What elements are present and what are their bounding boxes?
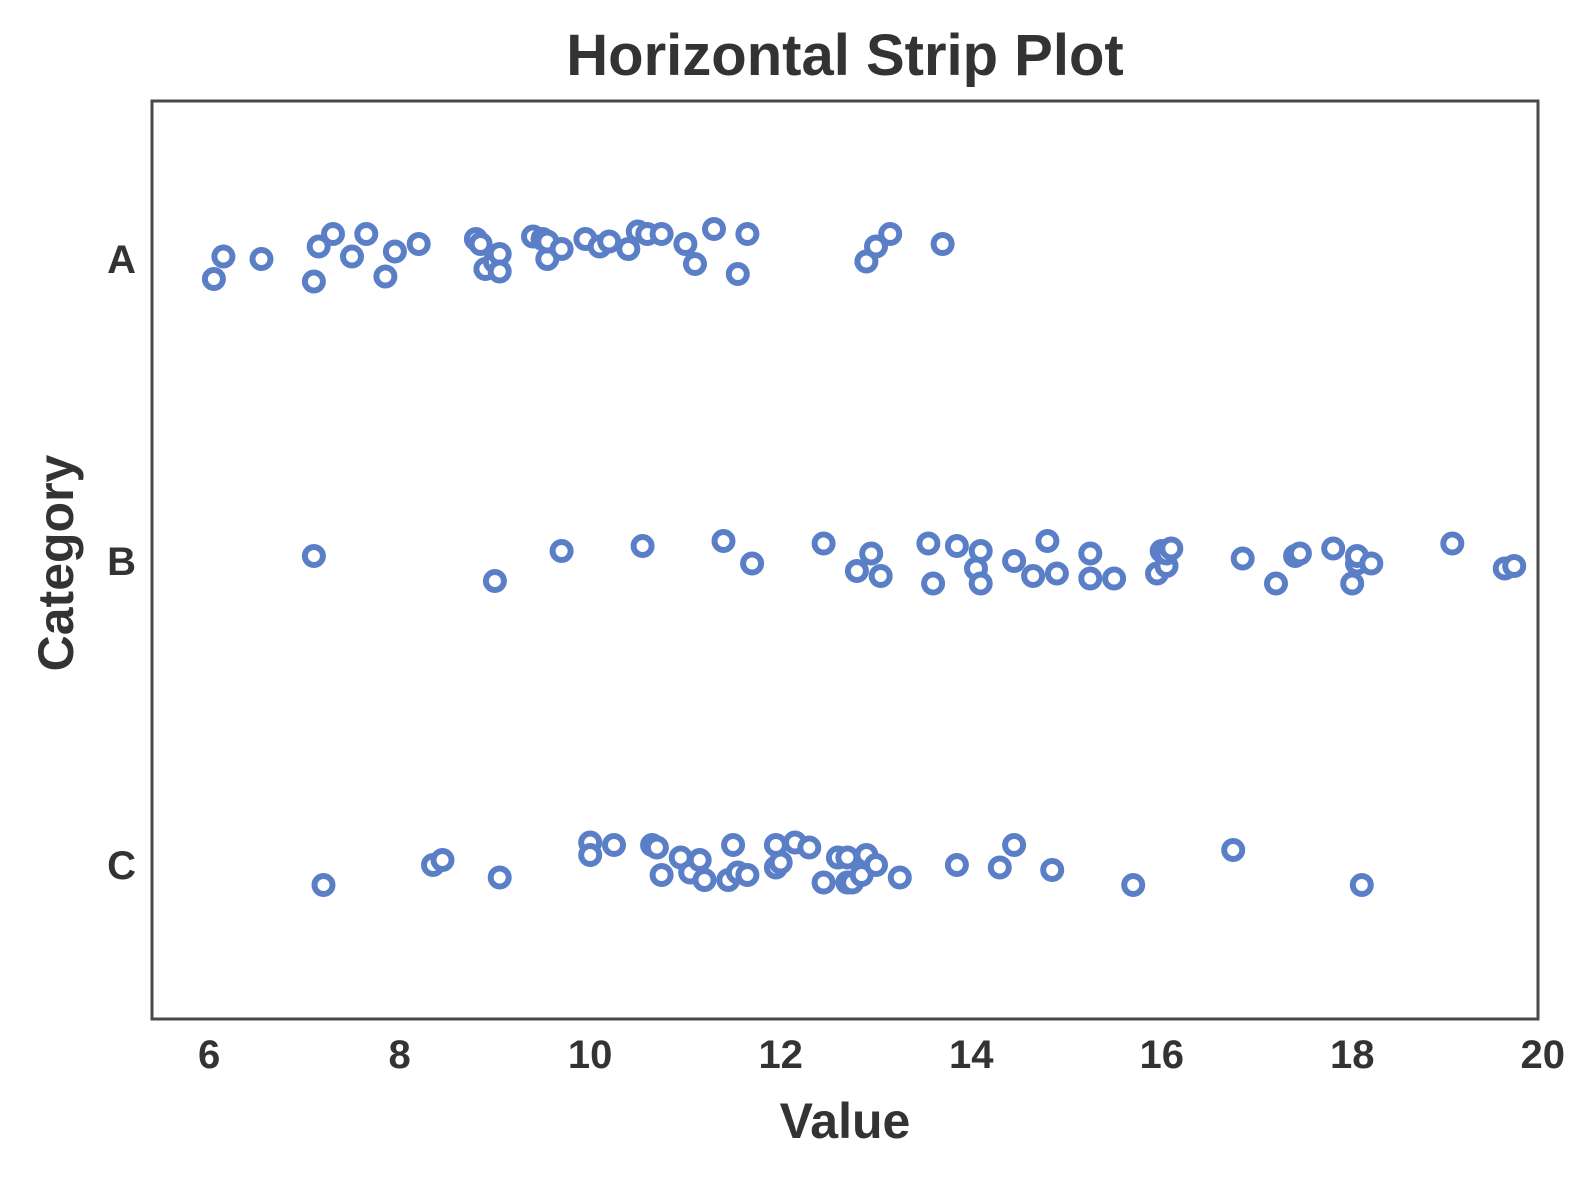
data-point-b: [301, 544, 326, 568]
data-point-b: [916, 531, 941, 556]
data-point-c: [644, 835, 669, 860]
data-point-b: [1230, 546, 1255, 571]
data-point-c: [430, 848, 455, 872]
data-point-a: [354, 222, 379, 246]
data-point-b: [1359, 551, 1384, 576]
data-point-c: [797, 835, 822, 860]
data-point-b: [868, 564, 893, 588]
data-point-a: [487, 259, 512, 284]
data-point-a: [725, 262, 750, 286]
data-point-c: [602, 833, 626, 857]
data-point-b: [1021, 564, 1046, 588]
data-point-b: [1502, 554, 1527, 578]
data-point-b: [1102, 566, 1127, 591]
data-point-c: [311, 873, 336, 897]
y-axis-ticks: A B C: [107, 238, 136, 888]
data-point-b: [740, 551, 765, 576]
x-tick-label: 12: [758, 1033, 803, 1077]
data-point-c: [811, 870, 836, 895]
x-tick-label: 10: [568, 1033, 613, 1077]
data-point-a: [406, 232, 431, 256]
data-point-b: [968, 539, 993, 563]
data-point-b: [1044, 561, 1069, 586]
data-point-a: [864, 234, 888, 259]
data-point-a: [673, 232, 698, 256]
data-point-c: [1002, 833, 1027, 857]
data-point-b: [1002, 549, 1027, 573]
data-point-a: [878, 222, 903, 246]
data-point-c: [1349, 873, 1374, 897]
data-point-b: [1440, 531, 1465, 556]
data-point-c: [887, 865, 912, 890]
data-point-a: [373, 264, 398, 289]
x-tick-label: 8: [389, 1033, 411, 1077]
data-point-a: [211, 244, 236, 269]
data-point-c: [735, 863, 760, 887]
data-point-a: [321, 222, 345, 246]
x-tick-label: 18: [1330, 1033, 1375, 1077]
data-point-b: [1321, 536, 1346, 561]
data-point-c: [692, 868, 717, 892]
data-point-c: [944, 853, 969, 877]
x-tick-label: 20: [1521, 1033, 1566, 1077]
data-point-a: [382, 239, 407, 264]
data-point-c: [687, 848, 712, 872]
data-point-a: [301, 269, 326, 294]
data-point-c: [768, 850, 793, 875]
data-point-a: [616, 237, 641, 261]
y-axis-label: Category: [28, 454, 84, 671]
y-tick-label-a: A: [107, 238, 136, 282]
data-point-c: [864, 853, 888, 877]
x-axis-label: Value: [780, 1093, 911, 1149]
data-point-a: [201, 267, 226, 291]
data-point-a: [702, 217, 726, 241]
data-point-b: [630, 534, 655, 558]
y-tick-label-c: C: [107, 844, 136, 888]
data-point-c: [987, 855, 1012, 880]
data-points: [201, 217, 1527, 897]
data-point-a: [340, 244, 364, 269]
data-point-c: [835, 845, 860, 870]
data-point-c: [649, 863, 674, 887]
data-point-c: [487, 865, 512, 890]
data-point-a: [735, 222, 760, 246]
data-point-b: [968, 571, 993, 596]
chart-title: Horizontal Strip Plot: [566, 23, 1123, 88]
data-point-c: [1221, 838, 1246, 862]
x-tick-label: 16: [1139, 1033, 1184, 1077]
data-point-b: [859, 541, 884, 566]
data-point-a: [597, 229, 622, 254]
data-point-c: [578, 843, 603, 867]
data-point-b: [944, 534, 969, 558]
data-point-a: [549, 237, 574, 261]
data-point-b: [811, 531, 836, 556]
data-point-b: [1287, 541, 1312, 566]
data-point-b: [844, 559, 869, 583]
data-point-c: [1121, 873, 1146, 897]
data-point-b: [1340, 571, 1365, 596]
data-point-a: [468, 232, 493, 256]
x-axis-ticks: 6 8 10 12 14 16 18 20: [198, 1033, 1565, 1077]
x-tick-label: 6: [198, 1033, 220, 1077]
data-point-b: [1078, 541, 1103, 566]
data-point-a: [683, 252, 707, 276]
data-point-b: [482, 569, 507, 593]
data-point-b: [1264, 571, 1288, 596]
data-point-a: [249, 247, 274, 271]
data-point-b: [1078, 566, 1103, 591]
x-tick-label: 14: [949, 1033, 994, 1077]
data-point-b: [1035, 529, 1060, 553]
data-point-b: [711, 529, 736, 553]
data-point-a: [649, 222, 674, 246]
data-point-c: [721, 833, 746, 857]
data-point-a: [930, 232, 955, 256]
data-point-a: [306, 234, 331, 259]
data-point-b: [921, 571, 946, 596]
data-point-b: [1159, 536, 1184, 561]
y-tick-label-b: B: [107, 540, 136, 584]
data-point-c: [1040, 858, 1065, 882]
data-point-b: [549, 539, 574, 563]
plot-frame: [150, 99, 1540, 1021]
